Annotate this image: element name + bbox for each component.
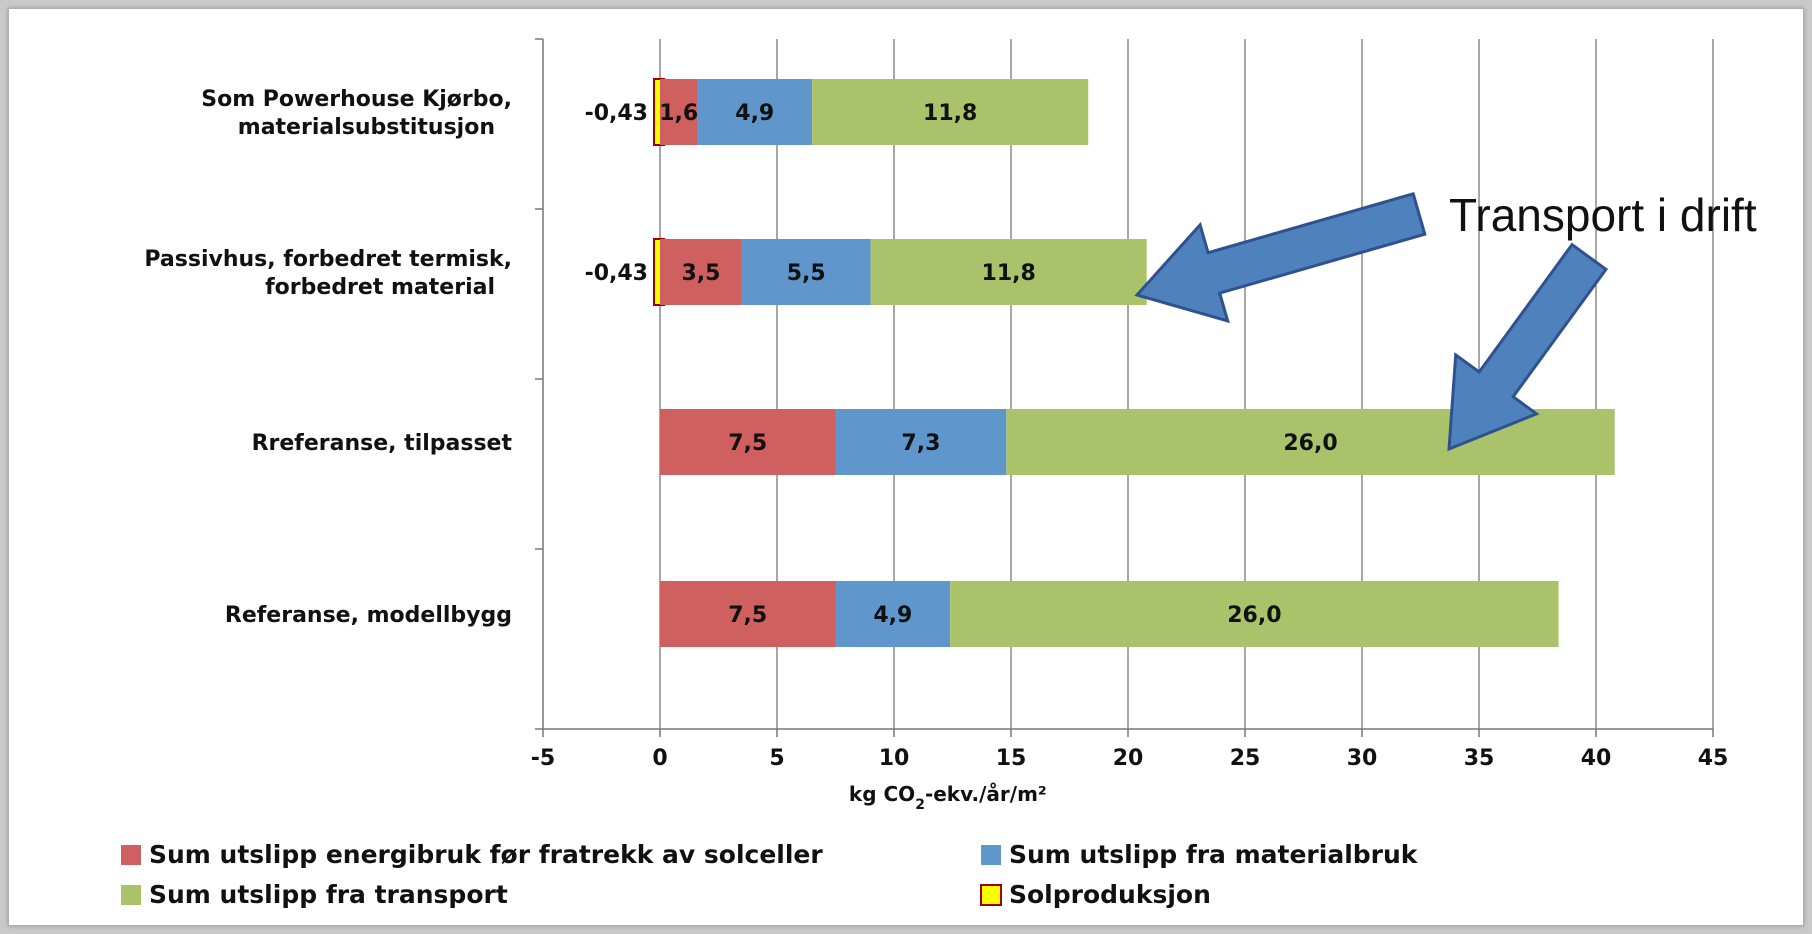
bar-segment: [697, 79, 813, 145]
annotation-text: Transport i drift: [1449, 189, 1757, 241]
category-labels: Som Powerhouse Kjørbo, materialsubstitusj…: [144, 87, 512, 628]
legend-label: Sum utslipp fra transport: [149, 880, 508, 909]
legend-label: Sum utslipp fra materialbruk: [1009, 840, 1419, 869]
category-label: Rreferanse, tilpasset: [252, 431, 513, 456]
data-label: 4,9: [735, 101, 774, 126]
data-label: 7,5: [728, 603, 767, 628]
legend-swatch: [121, 845, 141, 865]
bar-segment: [660, 581, 836, 647]
legend-swatch: [980, 884, 1002, 906]
legend-label: Solproduksjon: [1009, 880, 1211, 909]
annotation-arrow: [1134, 191, 1427, 324]
bar-segment: [660, 409, 836, 475]
legend-swatch: [121, 885, 141, 905]
data-label: 11,8: [923, 101, 977, 126]
data-label: 5,5: [787, 261, 826, 286]
x-tick-label: 45: [1698, 746, 1729, 771]
axes: -5 0 5 10 15 20 25 30 35 40 45 kg CO2-ekv./år/m²: [531, 38, 1729, 813]
bar-segment: [741, 239, 871, 305]
category-label: Referanse, modellbygg: [225, 603, 512, 628]
bar-segment: [870, 239, 1147, 305]
x-tick-label: 20: [1113, 746, 1144, 771]
x-tick-label: 5: [769, 746, 784, 771]
chart-frame: -5 0 5 10 15 20 25 30 35 40 45 kg CO2-ekv./år/m² -0…: [8, 8, 1804, 926]
bar-segment: [835, 409, 1007, 475]
x-tick-label: 10: [879, 746, 910, 771]
data-label: -0,43: [585, 101, 648, 126]
bar-segment: [812, 79, 1089, 145]
data-label: 1,6: [659, 101, 698, 126]
bar-segment: [660, 239, 742, 305]
bar-segment: [660, 79, 698, 145]
annotation: Transport i drift: [1134, 189, 1757, 452]
data-label: 11,8: [982, 261, 1036, 286]
legend-swatch: [981, 845, 1001, 865]
x-tick-label: 15: [996, 746, 1027, 771]
data-label: 3,5: [681, 261, 720, 286]
bar-segment: [835, 581, 951, 647]
data-labels: -0,43 1,6 4,9 11,8 -0,43 3,5 5,5 11,8 7,5 7,3 26,0…: [585, 101, 1338, 628]
x-tick-label: 25: [1230, 746, 1261, 771]
data-label: -0,43: [585, 261, 648, 286]
data-label: 4,9: [873, 603, 912, 628]
x-tick-label: 35: [1464, 746, 1495, 771]
annotation-arrow: [1447, 242, 1609, 452]
data-label: 26,0: [1227, 603, 1281, 628]
x-tick-label: 0: [652, 746, 667, 771]
x-axis-title: kg CO2-ekv./år/m²: [849, 782, 1047, 813]
chart: -5 0 5 10 15 20 25 30 35 40 45 kg CO2-ekv./år/m² -0…: [121, 38, 1757, 909]
x-tick-label: -5: [531, 746, 555, 771]
category-label: Passivhus, forbedret termisk, forbedret m…: [144, 247, 512, 300]
bar-segment: [950, 581, 1559, 647]
data-label: 26,0: [1283, 431, 1337, 456]
legend: Sum utslipp energibruk før fratrekk av s…: [121, 840, 1419, 909]
category-label: Som Powerhouse Kjørbo, materialsubstitusj…: [201, 87, 512, 140]
x-tick-label: 30: [1347, 746, 1378, 771]
data-label: 7,5: [728, 431, 767, 456]
x-tick-label: 40: [1581, 746, 1612, 771]
data-label: 7,3: [901, 431, 940, 456]
gridlines: [659, 39, 1714, 729]
bars: [653, 78, 1615, 647]
legend-label: Sum utslipp energibruk før fratrekk av s…: [149, 840, 823, 869]
